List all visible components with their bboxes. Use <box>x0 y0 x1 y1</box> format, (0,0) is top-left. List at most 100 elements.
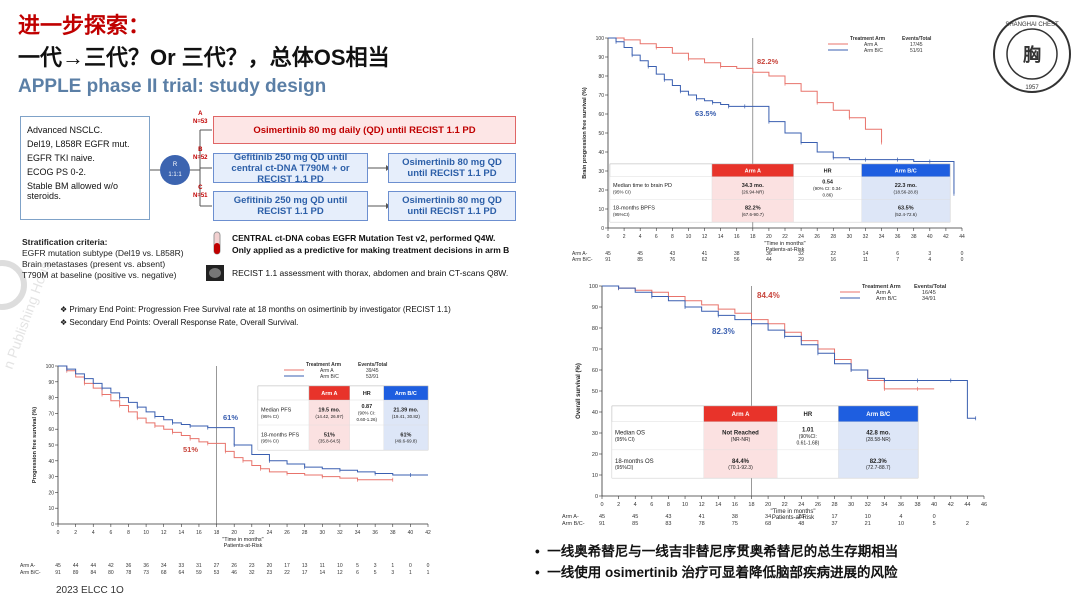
table-cell-text: 18-months OS <box>615 459 654 465</box>
risk-count: 7 <box>896 257 899 263</box>
survival-rate-annotation: 84.4% <box>757 291 780 300</box>
x-tick-label: 12 <box>161 530 167 536</box>
risk-count: 36 <box>143 563 149 569</box>
survival-rate-annotation: 51% <box>183 445 198 454</box>
table-cell-text: (14.42, 26.97) <box>315 414 344 419</box>
y-tick-label: 60 <box>592 368 598 374</box>
x-tick-label: 18 <box>214 530 220 536</box>
risk-count: 31 <box>196 563 202 569</box>
table-cell-text: (95%CI) <box>613 212 630 217</box>
risk-count: 45 <box>55 563 61 569</box>
risk-count: 78 <box>126 570 132 576</box>
y-axis-label: Brain progression free survival (%) <box>582 87 588 179</box>
risk-count: 5 <box>933 521 936 527</box>
x-axis-label-2: Patients-at-Risk <box>224 543 263 549</box>
x-tick-label: 26 <box>284 530 290 536</box>
table-cell-text: Median PFS <box>261 407 292 413</box>
risk-count: 26 <box>798 514 804 520</box>
risk-count: 26 <box>231 563 237 569</box>
table-cell <box>611 449 704 479</box>
table-cell-text: (95% CI) <box>261 439 279 444</box>
arm-c-label: C N=51 <box>193 184 208 200</box>
table-header-text: Arm B/C <box>895 168 917 174</box>
x-axis-label-2: Patients-at-Risk <box>766 247 805 253</box>
strat-title: Stratification criteria: <box>22 237 108 247</box>
stratification-criteria: Stratification criteria: EGFR mutation s… <box>22 236 184 281</box>
x-tick-label: 14 <box>715 502 721 508</box>
strat-item: EGFR mutation subtype (Del19 vs. L858R) <box>22 248 184 258</box>
x-tick-label: 38 <box>911 234 917 240</box>
y-axis-label: Progression free survival (%) <box>32 407 38 483</box>
x-tick-label: 6 <box>109 530 112 536</box>
conclusion-item: • 一线使用 osimertinib 治疗可显着降低脑部疾病进展的风险 <box>535 565 898 580</box>
risk-count: 0 <box>933 514 936 520</box>
table-header-text: Arm B/C <box>866 412 891 418</box>
risk-count: 45 <box>637 251 643 257</box>
x-tick-label: 10 <box>686 234 692 240</box>
x-tick-label: 16 <box>734 234 740 240</box>
risk-count: 5 <box>374 570 377 576</box>
risk-count: 23 <box>267 570 273 576</box>
km-curve-arm-bc <box>602 285 976 419</box>
table-cell-text: (70.1-92.3) <box>728 465 753 471</box>
x-tick-label: 22 <box>249 530 255 536</box>
x-tick-label: 0 <box>57 530 60 536</box>
y-axis-label: Overall survival (%) <box>576 363 582 419</box>
y-tick-label: 40 <box>48 459 54 465</box>
arm-n: N=52 <box>193 155 208 161</box>
slide-title-line1: 进一步探索： <box>18 13 151 38</box>
x-tick-label: 36 <box>372 530 378 536</box>
table-cell-text: 82.2% <box>745 205 761 211</box>
risk-count: 3 <box>374 563 377 569</box>
table-cell <box>703 421 778 451</box>
x-tick-label: 14 <box>718 234 724 240</box>
x-tick-label: 4 <box>639 234 642 240</box>
criteria-item: EGFR TKI naive. <box>27 153 95 163</box>
table-cell-text: (72.7-88.7) <box>866 465 891 471</box>
conclusion-bullets: • 一线奥希替尼与一线吉非替尼序贯奥希替尼的总生存期相当 • 一线使用 osim… <box>535 541 898 583</box>
secondary-endpoint: ❖ Secondary End Points: Overall Response… <box>60 318 299 327</box>
risk-count: 44 <box>766 257 772 263</box>
x-tick-label: 18 <box>750 234 756 240</box>
risk-count: 91 <box>599 521 605 527</box>
criteria-item: Advanced NSCLC. <box>27 125 103 135</box>
table-cell-text: Median OS <box>615 431 645 437</box>
y-tick-label: 0 <box>601 226 604 232</box>
x-axis-label: "Time in months" <box>770 509 815 515</box>
risk-count: 73 <box>143 570 149 576</box>
table-cell-text: 0.87 <box>361 404 372 410</box>
risk-count: 6 <box>356 570 359 576</box>
risk-count: 91 <box>605 257 611 263</box>
y-tick-label: 50 <box>48 443 54 449</box>
x-tick-label: 10 <box>143 530 149 536</box>
y-tick-label: 80 <box>592 326 598 332</box>
table-header-cell <box>257 385 310 401</box>
risk-count: 10 <box>898 521 904 527</box>
risk-count: 12 <box>337 570 343 576</box>
ctdna-test-note: CENTRAL ct-DNA cobas EGFR Mutation Test … <box>232 232 509 256</box>
x-tick-label: 34 <box>879 234 885 240</box>
legend-events: 34/91 <box>922 296 936 302</box>
x-tick-label: 34 <box>355 530 361 536</box>
table-cell-text: 82.3% <box>870 459 888 465</box>
risk-count: 16 <box>830 257 836 263</box>
risk-count: 45 <box>632 514 638 520</box>
x-tick-label: 18 <box>748 502 754 508</box>
x-tick-label: 20 <box>765 502 771 508</box>
table-header-text: Arm B/C <box>395 391 417 397</box>
risk-count: 34 <box>765 514 771 520</box>
risk-count: 11 <box>320 563 325 569</box>
x-tick-label: 20 <box>231 530 237 536</box>
x-tick-label: 42 <box>948 502 954 508</box>
x-tick-label: 4 <box>92 530 95 536</box>
arm-a-box: Osimertinib 80 mg daily (QD) until RECIS… <box>213 116 516 144</box>
table-cell-text: (52.4-72.6) <box>895 212 918 217</box>
x-tick-label: 2 <box>74 530 77 536</box>
criteria-item: Del19, L858R EGFR mut. <box>27 139 130 149</box>
table-header-text: HR <box>804 412 813 418</box>
table-cell-text: 18-months PFS <box>261 432 300 438</box>
y-tick-label: 60 <box>48 427 54 433</box>
arm-c-osimertinib-box: Osimertinib 80 mg QD until RECIST 1.1 PD <box>388 191 516 221</box>
y-tick-label: 40 <box>592 410 598 416</box>
risk-count: 64 <box>179 570 185 576</box>
